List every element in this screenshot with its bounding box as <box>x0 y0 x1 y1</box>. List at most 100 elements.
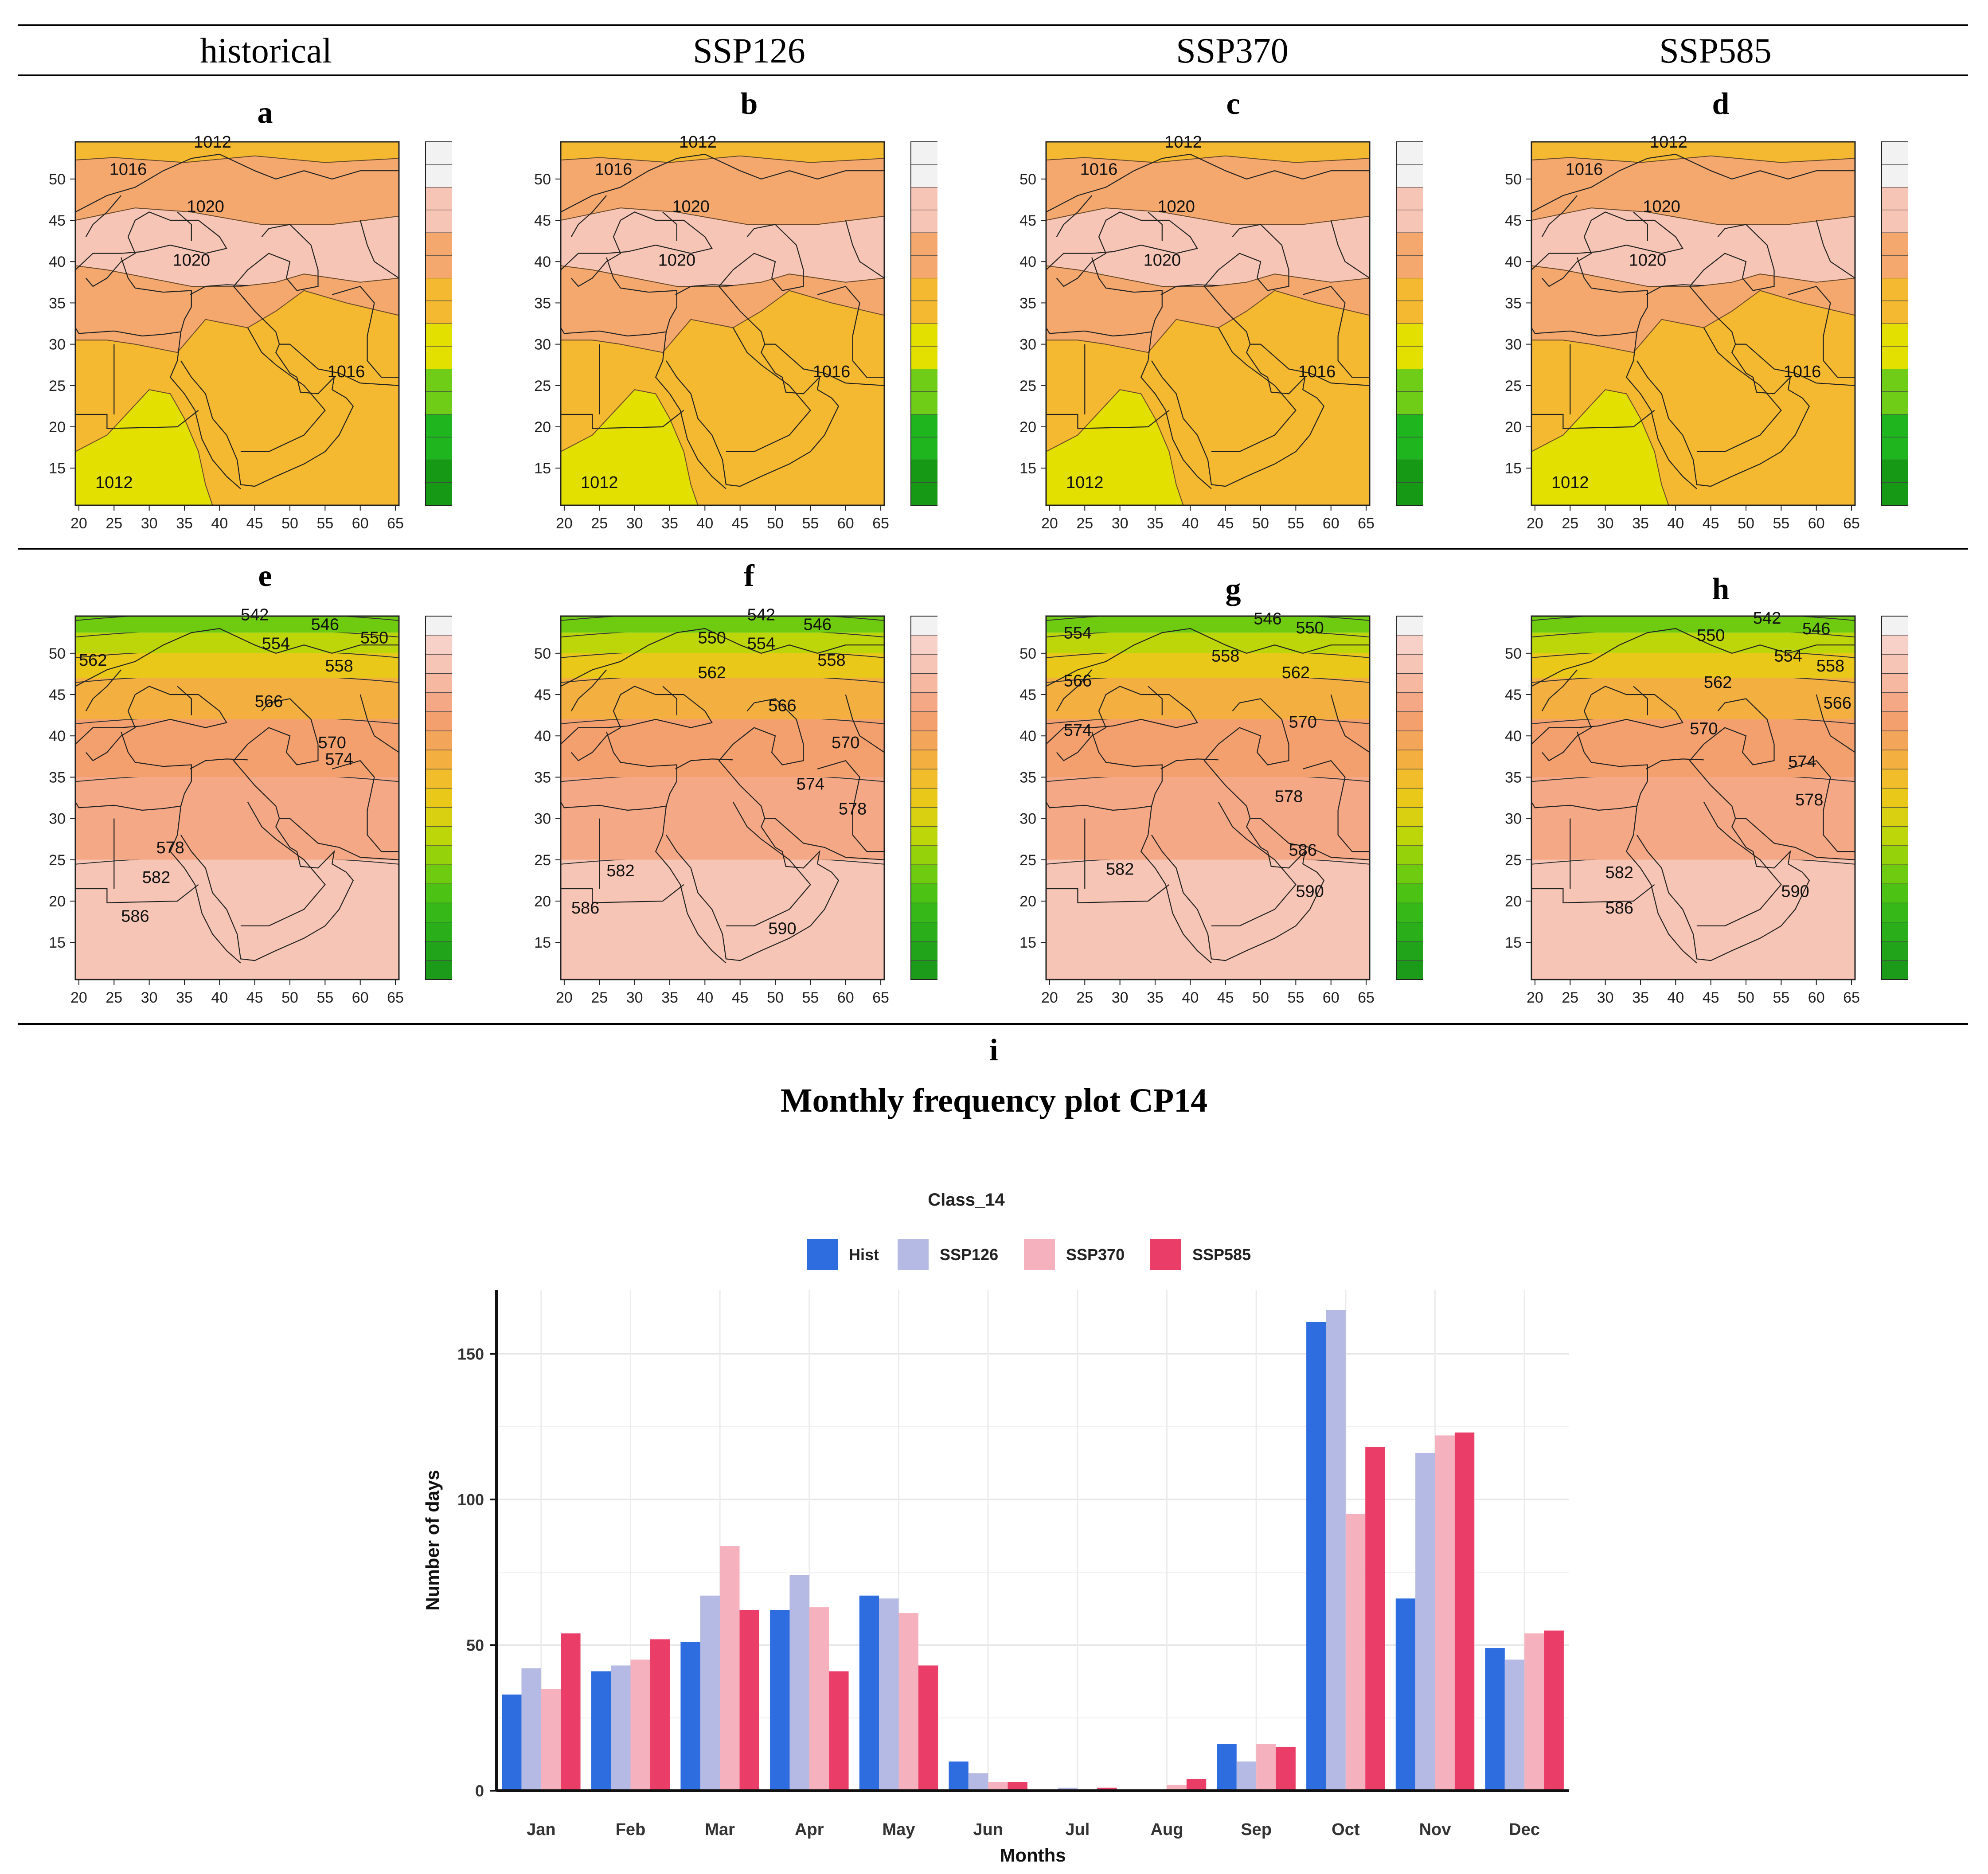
height-band <box>1046 678 1370 719</box>
x-tick-label: 50 <box>281 989 298 1006</box>
y-tick-label: 15 <box>534 934 551 951</box>
map-panel-c: 1012 1016 1020 1020 1016 1012 20 25 30 35 40 45 50 55… <box>988 133 1423 541</box>
map-panel-g: 546 550 554 558 562 566 570 574 578 582 586 590 20 25… <box>988 607 1423 1015</box>
x-tick-label: Dec <box>1509 1820 1540 1839</box>
map-panel-a: 1012 1016 1020 1020 1016 1012 20 25 30 35 40 45 50 55… <box>18 133 452 541</box>
legend-swatch <box>1881 750 1908 769</box>
x-tick-label: 30 <box>626 515 643 532</box>
coastline <box>1646 758 1704 769</box>
x-tick-label: 35 <box>1632 515 1649 532</box>
map-svg: 546 550 554 558 562 566 570 574 578 582 586 590 20 25… <box>1019 610 1423 1006</box>
x-tick-label: 20 <box>556 515 573 532</box>
bar-ssp126-mar <box>700 1595 720 1791</box>
y-tick-label: 20 <box>49 419 66 436</box>
x-tick-label: 20 <box>556 989 573 1006</box>
x-tick-label: 50 <box>1252 989 1269 1006</box>
map-svg: 5425465505545585625665705745785825865902… <box>1505 609 1908 1006</box>
y-tick-label: 30 <box>534 336 551 353</box>
coastline <box>1302 760 1370 852</box>
x-tick-label: 35 <box>176 989 193 1006</box>
legend-swatch <box>1396 826 1423 846</box>
pressure-band <box>1046 389 1184 505</box>
y-tick-label: 30 <box>49 811 66 828</box>
bar-hist-oct <box>1306 1322 1326 1791</box>
contour-label: 582 <box>142 868 170 887</box>
bar-ssp370-sep <box>1256 1744 1276 1791</box>
x-tick-label: 60 <box>1323 989 1340 1006</box>
legend-swatch <box>910 960 937 980</box>
legend-swatch <box>425 826 452 846</box>
x-tick-label: 30 <box>626 989 643 1006</box>
height-band <box>75 616 399 633</box>
height-band <box>1046 616 1370 633</box>
coastline <box>1046 731 1163 811</box>
x-tick-label: 40 <box>1182 515 1199 532</box>
coastline <box>1148 211 1163 241</box>
coastline <box>85 195 122 237</box>
y-tick-label: 25 <box>1505 378 1522 394</box>
coastline <box>561 628 884 687</box>
legend-frame <box>1396 616 1423 980</box>
x-tick-label: 50 <box>1738 989 1754 1006</box>
legend-swatch <box>425 616 452 636</box>
legend-swatch <box>425 711 452 731</box>
legend-swatch <box>425 369 452 392</box>
legend-swatch <box>1396 210 1423 233</box>
contour-label: 550 <box>698 629 726 648</box>
contour-label: 566 <box>1824 694 1851 713</box>
bar-ssp126-jun <box>968 1773 988 1791</box>
x-tick-label: 60 <box>352 515 369 532</box>
x-tick-label: 30 <box>1597 515 1614 532</box>
legend-swatch <box>1396 960 1423 980</box>
panel-letter-d: d <box>1712 87 1730 121</box>
y-tick-label: 20 <box>1505 419 1522 436</box>
legend-swatch <box>1881 730 1908 750</box>
bar-ssp370-nov <box>1435 1435 1455 1791</box>
bar-ssp370-jun <box>988 1782 1008 1791</box>
legend-swatch <box>910 255 937 278</box>
y-tick-label: 15 <box>49 934 66 951</box>
legend-swatch <box>1881 187 1908 211</box>
bar-hist-dec <box>1485 1648 1505 1791</box>
coastline <box>655 332 726 489</box>
coastline <box>332 760 399 852</box>
legend-swatch <box>1396 673 1423 693</box>
legend-swatch <box>910 769 937 789</box>
coastline <box>655 806 726 964</box>
contour-label: 586 <box>1289 841 1317 859</box>
legend-swatch <box>910 788 937 808</box>
coastline <box>1302 285 1370 378</box>
coastline <box>561 153 884 213</box>
coastline <box>1689 224 1775 344</box>
coastline <box>169 806 241 964</box>
legend-swatch <box>1396 902 1423 923</box>
x-tick-label: 65 <box>1358 989 1375 1006</box>
x-tick-label: 55 <box>802 989 819 1006</box>
contour-label: 574 <box>1064 721 1092 740</box>
x-tick-label: 55 <box>316 515 333 532</box>
pressure-band <box>561 142 884 163</box>
coastline <box>1140 806 1212 964</box>
map-panel-f: 542 546 550 554 558 562 566 570 574 578 582 586 590 2… <box>503 607 937 1015</box>
panel-letter-h: h <box>1712 572 1730 606</box>
coastline <box>177 211 192 241</box>
y-tick-label: 25 <box>534 378 551 394</box>
map-field <box>75 616 399 980</box>
coastline <box>75 884 199 903</box>
legend-swatch <box>1881 141 1908 165</box>
bar-ssp370-feb <box>630 1659 650 1791</box>
bar-ssp585-jun <box>1008 1782 1027 1791</box>
contour-label: 1020 <box>658 251 696 270</box>
coastline <box>718 224 804 344</box>
x-tick-label: 55 <box>1287 989 1304 1006</box>
coastline <box>1531 731 1648 811</box>
coastline <box>726 801 811 926</box>
legend-swatch <box>1396 164 1423 187</box>
y-tick-label: 15 <box>1505 934 1522 951</box>
legend-swatch <box>425 922 452 942</box>
legend-swatch <box>425 864 452 884</box>
legend-swatch <box>1396 437 1423 460</box>
panel-letter-e: e <box>258 559 272 593</box>
